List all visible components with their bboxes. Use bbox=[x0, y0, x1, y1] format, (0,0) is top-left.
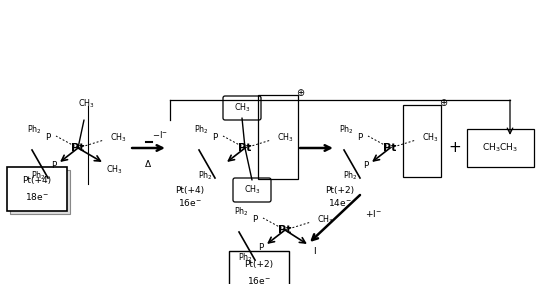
Text: P: P bbox=[357, 133, 362, 143]
FancyBboxPatch shape bbox=[229, 251, 289, 284]
FancyBboxPatch shape bbox=[233, 178, 271, 202]
Text: CH$_3$: CH$_3$ bbox=[78, 97, 94, 110]
Text: CH$_3$: CH$_3$ bbox=[243, 184, 260, 196]
Text: I: I bbox=[313, 247, 316, 256]
Text: Pt: Pt bbox=[71, 143, 85, 153]
Text: CH$_3$: CH$_3$ bbox=[106, 164, 123, 176]
Text: Ph$_2$: Ph$_2$ bbox=[198, 170, 213, 182]
Text: $\Delta$: $\Delta$ bbox=[145, 158, 152, 169]
Text: Ph$_2$: Ph$_2$ bbox=[339, 124, 354, 136]
Text: Ph$_2$: Ph$_2$ bbox=[234, 206, 249, 218]
Text: CH$_3$: CH$_3$ bbox=[233, 102, 250, 114]
Text: P: P bbox=[363, 162, 368, 170]
Text: P: P bbox=[212, 133, 217, 143]
Text: 16e$^{-}$: 16e$^{-}$ bbox=[247, 275, 271, 284]
Text: Ph$_2$: Ph$_2$ bbox=[194, 124, 209, 136]
Text: Pt: Pt bbox=[238, 143, 252, 153]
Text: Ph$_2$: Ph$_2$ bbox=[343, 170, 358, 182]
Text: Ph$_2$: Ph$_2$ bbox=[31, 170, 46, 182]
FancyBboxPatch shape bbox=[223, 96, 261, 120]
Text: CH$_3$: CH$_3$ bbox=[277, 132, 294, 144]
Text: $-$I$^{-}$: $-$I$^{-}$ bbox=[151, 129, 167, 140]
Text: Ph$_2$: Ph$_2$ bbox=[238, 252, 253, 264]
Text: $\oplus$: $\oplus$ bbox=[439, 97, 449, 108]
Text: Pt(+4): Pt(+4) bbox=[175, 185, 204, 195]
FancyBboxPatch shape bbox=[10, 170, 70, 214]
Text: CH$_3$: CH$_3$ bbox=[317, 214, 334, 226]
Text: $\oplus$: $\oplus$ bbox=[296, 87, 306, 97]
FancyBboxPatch shape bbox=[467, 129, 534, 167]
Text: +I$^{-}$: +I$^{-}$ bbox=[365, 208, 382, 219]
Text: Pt(+2): Pt(+2) bbox=[244, 260, 273, 270]
Text: CH$_3$CH$_3$: CH$_3$CH$_3$ bbox=[482, 142, 518, 154]
Text: P: P bbox=[258, 243, 263, 252]
Text: P: P bbox=[252, 216, 257, 224]
Text: Pt(+4): Pt(+4) bbox=[22, 176, 52, 185]
Text: Pt: Pt bbox=[383, 143, 397, 153]
Text: +: + bbox=[449, 141, 461, 156]
Text: 14e$^{-}$: 14e$^{-}$ bbox=[328, 197, 352, 208]
Text: 18e$^{-}$: 18e$^{-}$ bbox=[25, 191, 49, 202]
FancyBboxPatch shape bbox=[7, 167, 67, 211]
Text: CH$_3$: CH$_3$ bbox=[422, 132, 439, 144]
Text: Pt: Pt bbox=[278, 225, 292, 235]
Text: P: P bbox=[51, 162, 56, 170]
Text: Pt(+2): Pt(+2) bbox=[326, 185, 355, 195]
Text: 16e$^{-}$: 16e$^{-}$ bbox=[178, 197, 202, 208]
Text: P: P bbox=[45, 133, 50, 143]
Text: CH$_3$: CH$_3$ bbox=[110, 132, 127, 144]
Text: Ph$_2$: Ph$_2$ bbox=[27, 124, 42, 136]
